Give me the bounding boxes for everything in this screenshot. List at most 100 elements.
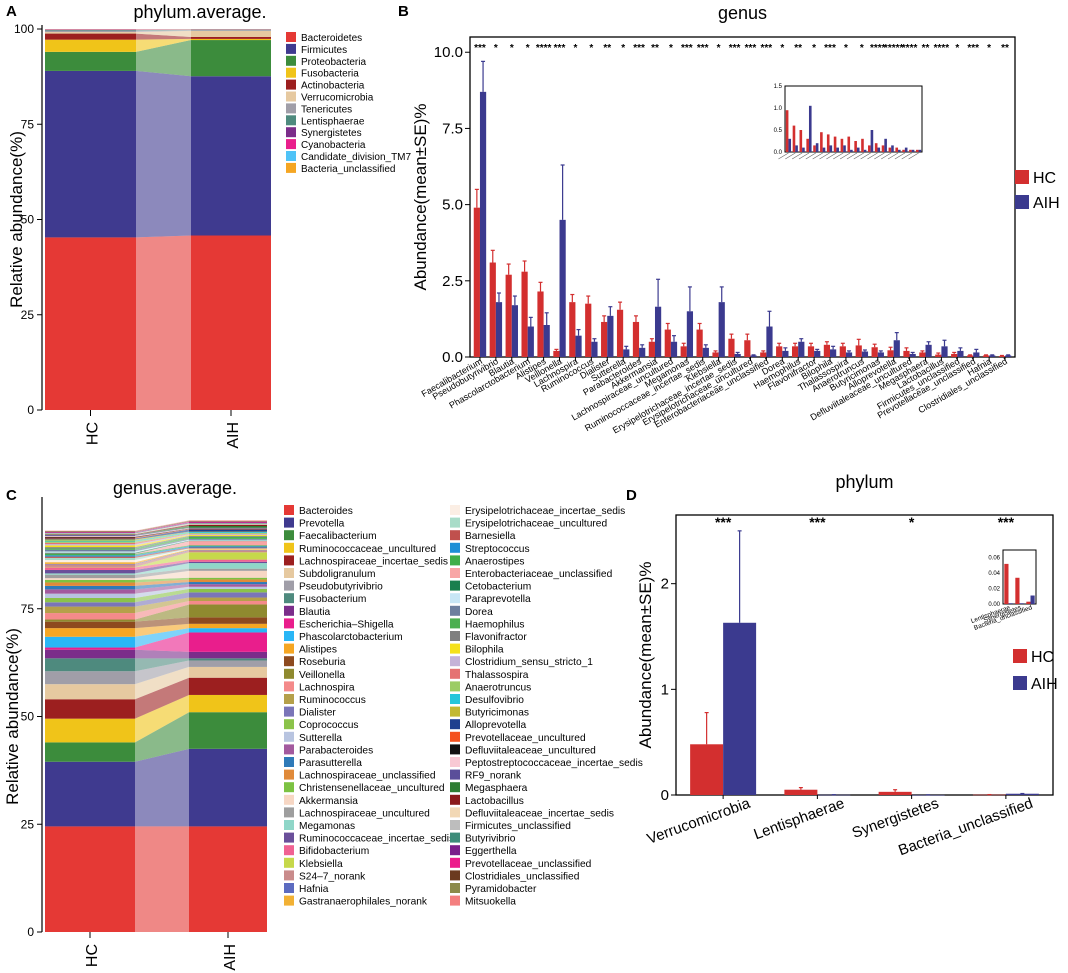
bar-group (877, 350, 884, 357)
legend-item: Cetobacterium (450, 580, 531, 593)
stack-bar-aih (189, 577, 267, 580)
inset-x-tick-mark (894, 152, 906, 160)
legend-swatch (284, 631, 294, 641)
stack-segment (45, 579, 267, 586)
stack-band (135, 525, 189, 536)
y-tick-label: 1 (661, 681, 669, 698)
inset-frame (784, 85, 923, 153)
stack-bar-aih (189, 521, 267, 523)
bar-hc (887, 350, 894, 357)
bar-aih (941, 346, 948, 357)
stack-band (135, 660, 189, 685)
bar-aih (766, 326, 773, 357)
stack-segment (45, 528, 267, 538)
inset-bar-aih (870, 130, 874, 152)
stack-band (135, 538, 189, 552)
legend-swatch (284, 807, 294, 818)
stack-bar-hc (45, 549, 135, 552)
bar-group (543, 312, 550, 357)
stack-bar-aih (189, 592, 267, 598)
stack-band (135, 563, 189, 575)
bar-hc (776, 346, 783, 357)
significance-mark: * (860, 43, 864, 54)
bar-group (941, 339, 948, 357)
stack-segment (45, 660, 267, 685)
legend-swatch (284, 542, 294, 553)
stack-band (135, 520, 189, 532)
bar-group (784, 787, 818, 795)
legend-item: Fusobacteria (286, 67, 359, 80)
x-tick-label: HC (84, 944, 101, 967)
stack-segment (45, 550, 267, 565)
bar-aih (973, 352, 980, 357)
legend-item: Faecalibacterium (284, 530, 377, 542)
inset-bar-hc (868, 145, 871, 152)
legend-label: Phascolarctobacterium (299, 632, 403, 643)
legend-swatch (284, 593, 294, 604)
legend-item: Firmicutes_unclassified (450, 820, 571, 832)
stack-band (135, 532, 189, 542)
stack-bar-hc (45, 589, 135, 594)
legend-swatch (284, 580, 294, 591)
stack-bar-aih (189, 600, 267, 605)
stack-bar-hc (45, 554, 135, 556)
stack-segment (45, 70, 271, 238)
stack-bar-hc (45, 569, 135, 574)
legend-label: Klebsiella (299, 859, 343, 870)
legend-label: Bifidobacterium (299, 846, 369, 857)
inset-x-tick-mark (867, 152, 878, 160)
legend-item: Hafnia (284, 883, 329, 895)
legend-item: Clostridium_sensu_stricto_1 (450, 656, 593, 668)
legend-label: AIH (1031, 676, 1058, 693)
stack-segment (45, 586, 267, 598)
bar-group (744, 333, 751, 357)
significance-mark: *** (633, 43, 645, 54)
stack-bar-hc (45, 557, 135, 561)
stack-segment (45, 535, 267, 548)
stack-segment (45, 535, 267, 549)
legend-item: Desulfovibrio (450, 694, 524, 706)
significance-mark: ** (922, 43, 930, 54)
stack-bar-hc (45, 636, 135, 648)
legend-item: RF9_norank (450, 769, 522, 782)
legend-item: Phascolarctobacterium (284, 631, 403, 643)
stack-bar-aih (189, 584, 267, 587)
stack-segment (45, 540, 267, 554)
stack-bar-hc (45, 578, 135, 580)
legend-item: Sutterella (284, 731, 342, 744)
significance-mark: * (844, 43, 848, 54)
stack-segment (45, 658, 267, 672)
stack-bar-hc (45, 658, 135, 672)
y-tick-label: 0 (27, 925, 34, 939)
bar-group (823, 341, 831, 357)
legend-label: Clostridium_sensu_stricto_1 (465, 657, 593, 668)
legend-label: Proteobacteria (301, 57, 366, 68)
bar-group (479, 60, 487, 357)
bar-aih (909, 353, 916, 357)
legend-swatch (286, 151, 296, 161)
stack-bar-aih (189, 552, 267, 560)
stack-band (135, 534, 189, 546)
legend-swatch (450, 618, 460, 629)
bar-group (734, 351, 741, 357)
stack-bar-aih (189, 658, 267, 661)
significance-mark: *** (554, 43, 566, 54)
stack-bar-hc (45, 39, 136, 52)
bar-group (967, 354, 974, 357)
legend-swatch (450, 870, 460, 881)
legend-swatch (1013, 649, 1027, 663)
stack-bar-hc (45, 606, 135, 614)
legend-label: Lachnospiraceae_incertae_sedis (299, 556, 448, 567)
bar-hc (935, 354, 942, 357)
bar-hc (569, 302, 576, 357)
legend-swatch (450, 782, 460, 793)
legend-label: Mitsuokella (465, 897, 516, 908)
inset-bar-hc (847, 136, 851, 152)
stack-band (135, 532, 189, 543)
bar-group (782, 347, 789, 357)
inset-bar-hc (820, 132, 823, 152)
bar-aih (639, 347, 646, 357)
legend-swatch (1013, 676, 1027, 690)
stack-bar-aih (189, 532, 267, 533)
inset-bar-aih (788, 138, 792, 152)
